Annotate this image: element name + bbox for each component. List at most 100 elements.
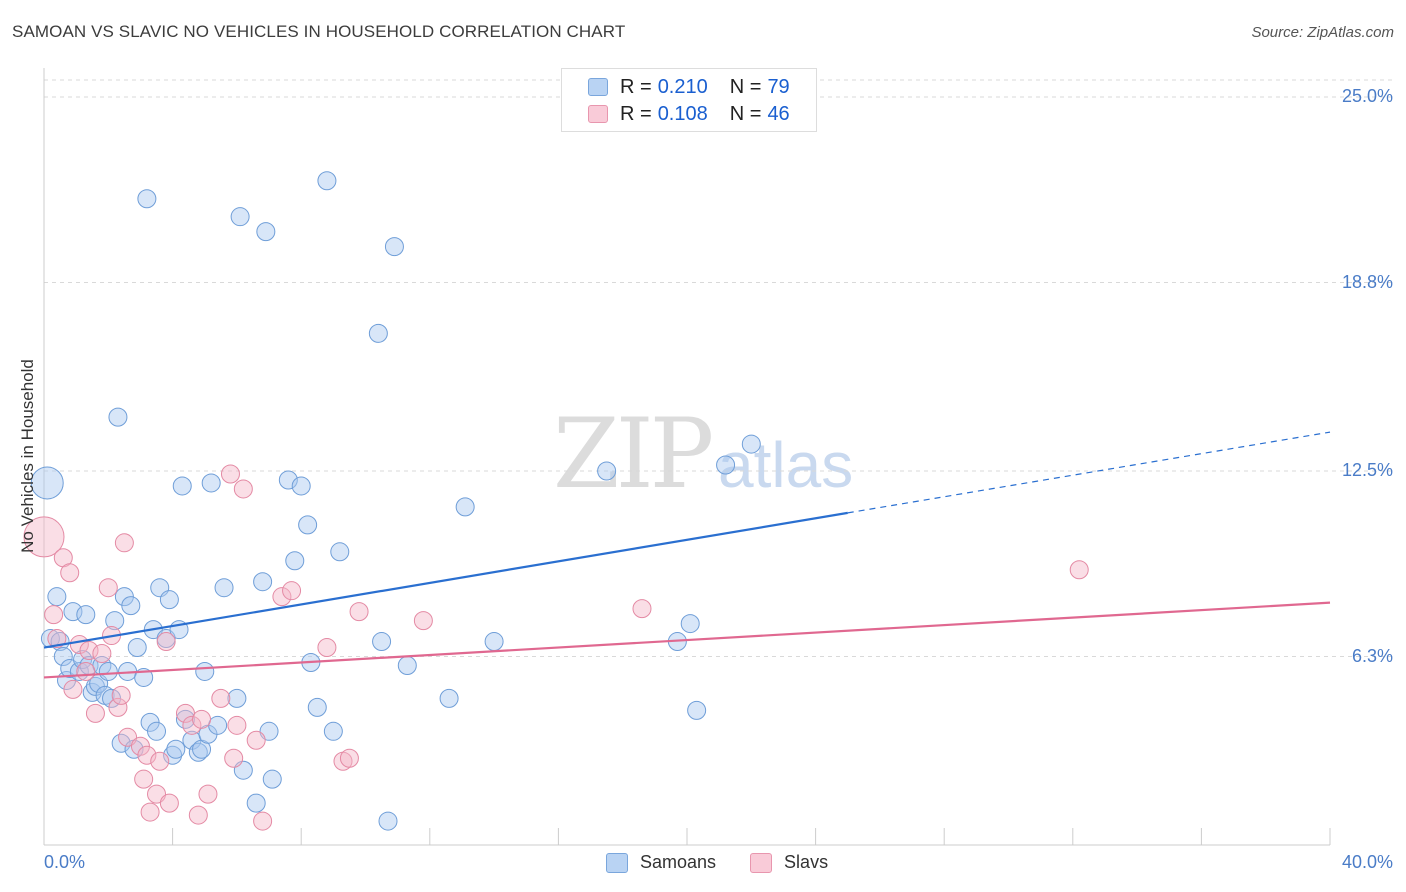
n-label: N = <box>729 102 762 125</box>
samoans-point-0 <box>30 466 64 500</box>
slavs-point-0 <box>23 516 65 558</box>
samoans-point-4 <box>53 647 73 667</box>
slavs-point-42 <box>349 602 369 622</box>
samoans-legend-swatch <box>606 852 628 873</box>
slavs-point-45 <box>1069 560 1089 580</box>
slavs-point-33 <box>227 715 247 735</box>
r-label: R = <box>620 102 652 125</box>
samoans-swatch <box>588 78 608 96</box>
slavs-point-34 <box>233 479 253 499</box>
slavs-point-26 <box>182 715 202 735</box>
samoans-point-58 <box>291 476 311 496</box>
samoans-point-70 <box>439 688 459 708</box>
trend-lines <box>43 431 1331 679</box>
samoans-point-2 <box>47 587 67 607</box>
slavs-legend-swatch <box>750 852 773 873</box>
samoans-point-48 <box>227 688 247 708</box>
watermark-zip: ZIP <box>553 398 714 510</box>
slavs-r-value: 0.108 <box>657 102 708 125</box>
n-label: N = <box>729 75 762 98</box>
samoans-point-26 <box>127 638 147 658</box>
samoans-trend-extension <box>847 431 1331 514</box>
slavs-point-44 <box>632 599 652 619</box>
samoans-point-24 <box>121 596 141 616</box>
slavs-trend-line <box>43 601 1331 679</box>
samoans-point-75 <box>680 614 700 634</box>
source-label: Source: ZipAtlas.com <box>1251 24 1394 41</box>
samoans-point-36 <box>166 739 186 759</box>
y-tick-label-2: 18.8% <box>1341 271 1393 292</box>
slavs-point-1 <box>44 605 64 625</box>
gridlines <box>44 79 1394 658</box>
samoans-point-59 <box>298 515 318 535</box>
slavs-swatch <box>588 105 608 123</box>
samoans-point-34 <box>159 590 179 610</box>
samoans-point-56 <box>278 470 298 490</box>
samoans-trend-line <box>43 511 848 649</box>
legend-item-samoans[interactable]: Samoans <box>606 852 716 873</box>
samoans-point-51 <box>246 793 266 813</box>
correlation-legend: R = 0.210 N = 79 R = 0.108 N = 46 <box>561 68 817 132</box>
samoans-point-19 <box>105 611 125 631</box>
legend-item-slavs[interactable]: Slavs <box>750 852 828 873</box>
samoans-point-69 <box>397 655 417 675</box>
slavs-point-27 <box>188 805 208 825</box>
samoans-point-65 <box>368 323 388 343</box>
slavs-point-37 <box>272 587 292 607</box>
y-tick-label-1: 12.5% <box>1341 460 1393 480</box>
slavs-legend-label: Slavs <box>784 852 829 872</box>
slavs-point-41 <box>339 748 359 768</box>
slavs-n-value: 46 <box>767 102 790 125</box>
samoans-point-78 <box>741 434 761 454</box>
slavs-point-4 <box>60 563 80 583</box>
axes <box>43 68 1331 846</box>
samoans-point-47 <box>214 578 234 598</box>
samoans-point-68 <box>384 237 404 257</box>
samoans-point-17 <box>98 661 118 681</box>
samoans-points <box>30 171 761 831</box>
slavs-point-7 <box>76 661 96 681</box>
samoans-point-72 <box>484 632 504 652</box>
legend-row-slavs: R = 0.108 N = 46 <box>588 102 790 126</box>
samoans-point-7 <box>63 602 83 622</box>
samoans-point-67 <box>378 811 398 831</box>
samoans-point-49 <box>230 207 250 227</box>
samoans-point-57 <box>285 551 305 571</box>
slavs-point-14 <box>111 685 131 705</box>
samoans-point-61 <box>307 697 327 717</box>
samoans-point-71 <box>455 497 475 517</box>
slavs-point-38 <box>282 581 302 601</box>
slavs-point-29 <box>198 784 218 804</box>
slavs-point-19 <box>137 745 157 765</box>
samoans-point-62 <box>317 171 337 191</box>
slavs-point-10 <box>92 644 112 664</box>
samoans-point-20 <box>108 407 128 427</box>
samoans-point-63 <box>323 721 343 741</box>
slavs-point-32 <box>224 748 244 768</box>
samoans-point-64 <box>330 542 350 562</box>
slavs-point-20 <box>140 802 160 822</box>
slavs-point-31 <box>220 464 240 484</box>
slavs-point-8 <box>79 641 99 661</box>
slavs-point-5 <box>63 679 83 699</box>
samoans-point-31 <box>147 721 167 741</box>
samoans-point-45 <box>201 473 221 493</box>
slavs-point-13 <box>108 697 128 717</box>
slavs-point-2 <box>47 629 67 649</box>
samoans-point-77 <box>716 455 736 475</box>
samoans-point-43 <box>195 661 215 681</box>
slavs-point-9 <box>85 703 105 723</box>
slavs-point-24 <box>159 793 179 813</box>
slavs-point-22 <box>150 751 170 771</box>
slavs-point-15 <box>114 533 134 553</box>
samoans-point-10 <box>76 605 96 625</box>
slavs-point-30 <box>211 688 231 708</box>
samoans-legend-label: Samoans <box>640 852 717 872</box>
slavs-point-11 <box>98 578 118 598</box>
samoans-point-46 <box>208 715 228 735</box>
slavs-point-23 <box>156 632 176 652</box>
samoans-r-value: 0.210 <box>657 75 708 98</box>
watermark-atlas: atlas <box>718 429 854 501</box>
slavs-point-36 <box>253 811 273 831</box>
